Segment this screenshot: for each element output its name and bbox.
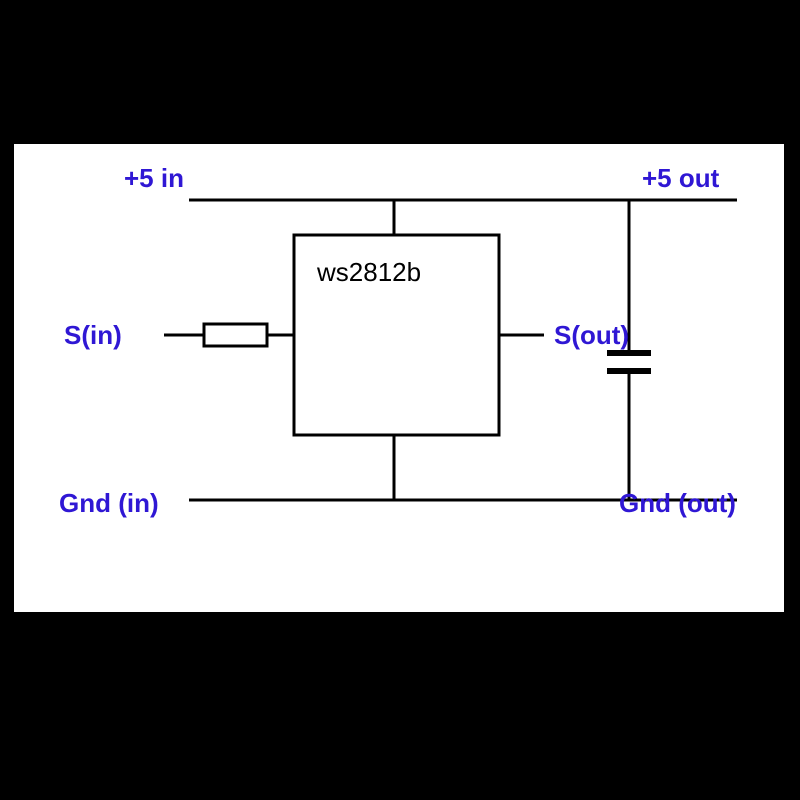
label-s-out: S(out) <box>554 320 629 351</box>
label-gnd-in: Gnd (in) <box>59 488 159 519</box>
chip-label: ws2812b <box>317 257 421 288</box>
label-plus5-in: +5 in <box>124 163 184 194</box>
diagram-canvas: ws2812b +5 in +5 out S(in) S(out) Gnd (i… <box>0 0 800 800</box>
label-s-in: S(in) <box>64 320 122 351</box>
schematic-svg <box>14 144 784 612</box>
label-plus5-out: +5 out <box>642 163 719 194</box>
label-gnd-out: Gnd (out) <box>619 488 736 519</box>
schematic-background: ws2812b +5 in +5 out S(in) S(out) Gnd (i… <box>14 144 784 612</box>
resistor <box>204 324 267 346</box>
